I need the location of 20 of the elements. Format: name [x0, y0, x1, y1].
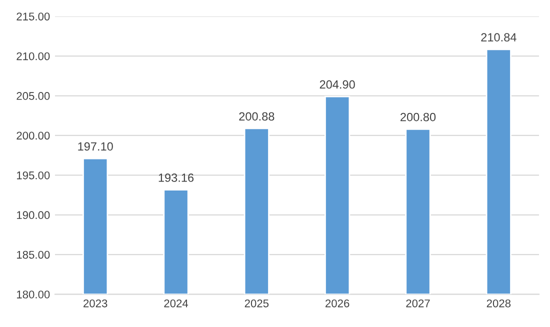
x-tick-label: 2027 [406, 299, 430, 308]
y-tick-label: 195.00 [17, 171, 50, 180]
y-tick-label: 180.00 [17, 290, 50, 298]
y-tick-label: 190.00 [17, 211, 50, 220]
y-tick-label: 210.00 [16, 52, 50, 60]
y-tick-label: 215.00 [16, 12, 50, 20]
x-tick-label: 2024 [164, 299, 188, 308]
data-label: 210.84 [481, 33, 516, 42]
data-label: 200.88 [239, 112, 274, 121]
y-tick-label: 205.00 [16, 92, 50, 100]
x-tick-label: 2028 [486, 299, 511, 308]
x-tick-label: 2025 [244, 299, 269, 308]
data-label: 197.10 [78, 142, 113, 151]
y-tick-label: 185.00 [17, 250, 50, 259]
x-tick-label: 2023 [84, 299, 108, 308]
y-tick-label: 200.00 [16, 132, 50, 140]
data-label: 193.16 [158, 174, 194, 182]
data-label: 200.80 [400, 112, 436, 122]
data-label: 204.90 [320, 80, 355, 89]
x-tick-label: 2026 [326, 299, 350, 308]
